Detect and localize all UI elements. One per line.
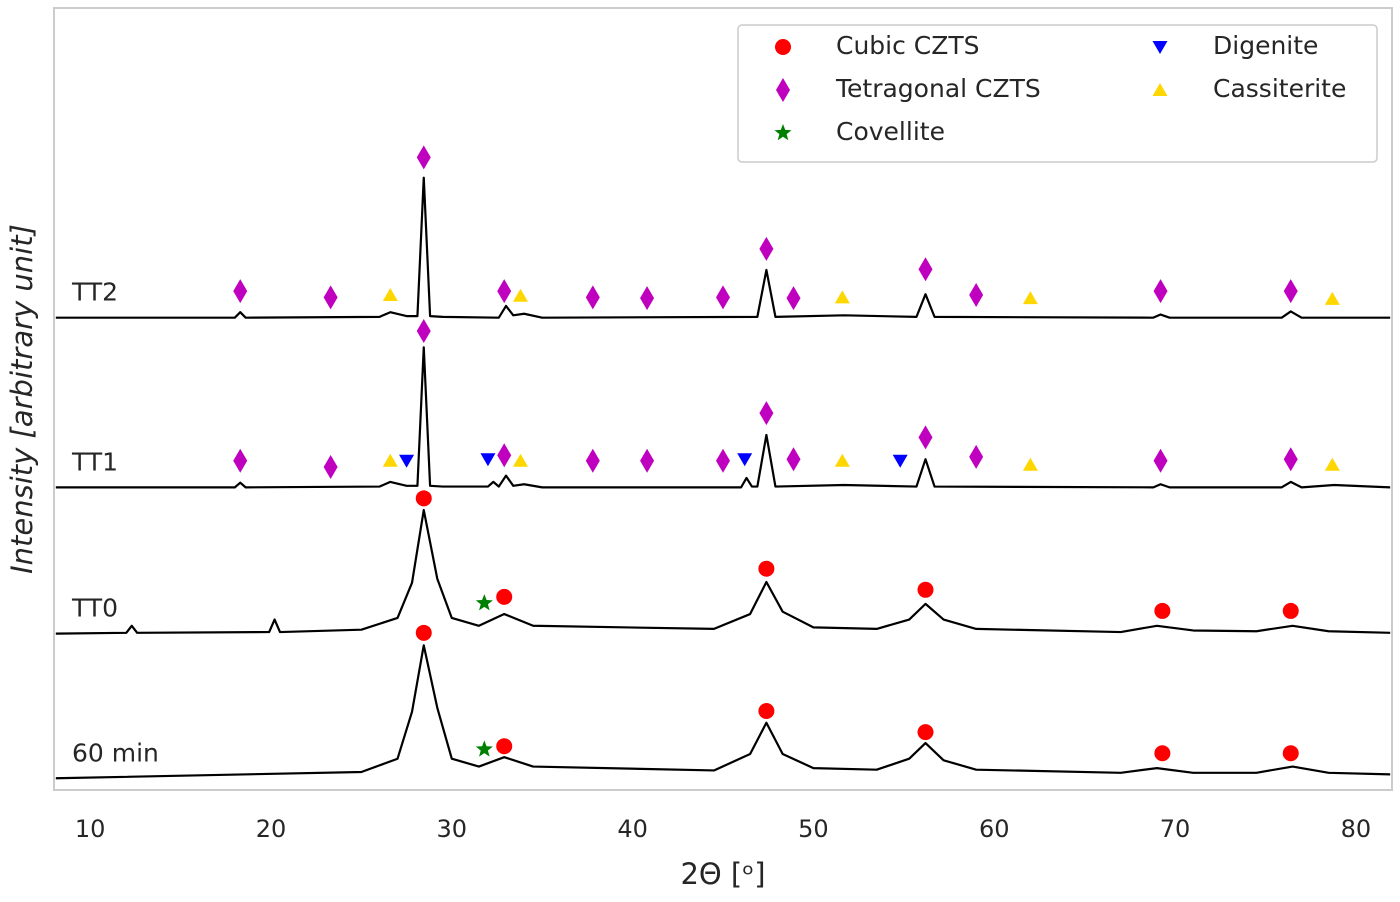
phase-marker bbox=[497, 443, 512, 468]
phase-marker bbox=[475, 594, 493, 611]
phase-marker bbox=[416, 318, 431, 343]
phase-marker bbox=[1282, 745, 1299, 762]
phase-marker bbox=[918, 425, 933, 450]
phase-marker bbox=[1153, 448, 1168, 473]
legend-box bbox=[737, 24, 1378, 163]
legend-label: Tetragonal CZTS bbox=[835, 74, 1041, 103]
phase-marker bbox=[512, 453, 528, 467]
phase-marker bbox=[1022, 457, 1038, 471]
phase-marker bbox=[585, 285, 600, 310]
phase-marker bbox=[1324, 291, 1340, 305]
x-tick-label: 50 bbox=[798, 815, 829, 843]
x-axis-label: 2Θ [ᵒ] bbox=[680, 857, 765, 891]
legend-marker bbox=[776, 78, 790, 102]
phase-marker bbox=[759, 401, 774, 426]
phase-marker bbox=[918, 257, 933, 282]
phase-marker bbox=[480, 453, 496, 467]
x-tick-label: 40 bbox=[617, 815, 648, 843]
legend-label: Digenite bbox=[1213, 31, 1318, 60]
y-axis-label: Intensity [arbitrary unit] bbox=[5, 224, 39, 574]
phase-marker bbox=[1154, 745, 1171, 762]
phase-marker bbox=[786, 286, 801, 311]
phase-marker bbox=[1283, 279, 1298, 304]
legend-marker bbox=[1152, 83, 1168, 96]
legend-label: Cubic CZTS bbox=[836, 31, 980, 60]
phase-marker bbox=[323, 285, 338, 310]
phase-marker bbox=[969, 444, 984, 469]
phase-marker bbox=[758, 703, 775, 720]
phase-marker bbox=[382, 287, 398, 301]
phase-marker bbox=[416, 145, 431, 170]
phase-marker bbox=[382, 453, 398, 467]
legend-label: Cassiterite bbox=[1213, 74, 1346, 103]
phase-marker bbox=[1153, 279, 1168, 304]
phase-marker bbox=[716, 285, 730, 310]
phase-marker bbox=[716, 448, 730, 473]
phase-marker bbox=[917, 581, 934, 598]
phase-marker bbox=[640, 286, 655, 311]
phase-marker bbox=[399, 454, 415, 468]
phase-marker bbox=[233, 279, 248, 304]
phase-marker bbox=[640, 448, 655, 473]
phase-marker bbox=[497, 279, 512, 304]
legend-marker bbox=[774, 124, 792, 141]
phase-marker bbox=[475, 740, 493, 757]
phase-marker bbox=[786, 447, 801, 472]
xrd-trace bbox=[55, 176, 1391, 319]
legend-marker bbox=[1152, 41, 1168, 54]
phase-marker bbox=[1324, 457, 1340, 471]
phase-marker bbox=[233, 448, 248, 473]
phase-marker bbox=[585, 448, 600, 473]
trace-label: 60 min bbox=[72, 738, 159, 767]
phase-marker bbox=[1022, 291, 1038, 305]
trace-label: TT0 bbox=[71, 594, 118, 623]
x-tick-label: 10 bbox=[75, 815, 106, 843]
legend-label: Covellite bbox=[836, 117, 945, 146]
phase-marker bbox=[1283, 447, 1298, 472]
xrd-trace bbox=[55, 644, 1391, 780]
phase-marker bbox=[496, 588, 513, 605]
phase-marker bbox=[834, 453, 850, 467]
phase-marker bbox=[1154, 602, 1171, 619]
phase-marker bbox=[759, 236, 774, 261]
phase-marker bbox=[323, 455, 338, 480]
trace-label: TT2 bbox=[71, 278, 118, 307]
phase-marker bbox=[892, 454, 908, 468]
phase-marker bbox=[512, 288, 528, 302]
trace-label: TT1 bbox=[71, 447, 118, 476]
x-tick-label: 30 bbox=[437, 815, 468, 843]
phase-marker bbox=[415, 624, 432, 641]
phase-marker bbox=[496, 738, 513, 755]
phase-marker bbox=[737, 453, 753, 467]
x-tick-label: 80 bbox=[1341, 815, 1372, 843]
phase-marker bbox=[1282, 602, 1299, 619]
x-tick-label: 20 bbox=[256, 815, 287, 843]
phase-marker bbox=[758, 560, 775, 577]
phase-marker bbox=[969, 282, 984, 307]
legend-marker bbox=[775, 39, 791, 55]
phase-marker bbox=[917, 724, 934, 741]
xrd-trace bbox=[55, 508, 1391, 635]
x-tick-label: 70 bbox=[1160, 815, 1191, 843]
x-tick-label: 60 bbox=[979, 815, 1010, 843]
xrd-trace bbox=[55, 346, 1391, 489]
phase-marker bbox=[834, 290, 850, 304]
phase-marker bbox=[415, 490, 432, 507]
